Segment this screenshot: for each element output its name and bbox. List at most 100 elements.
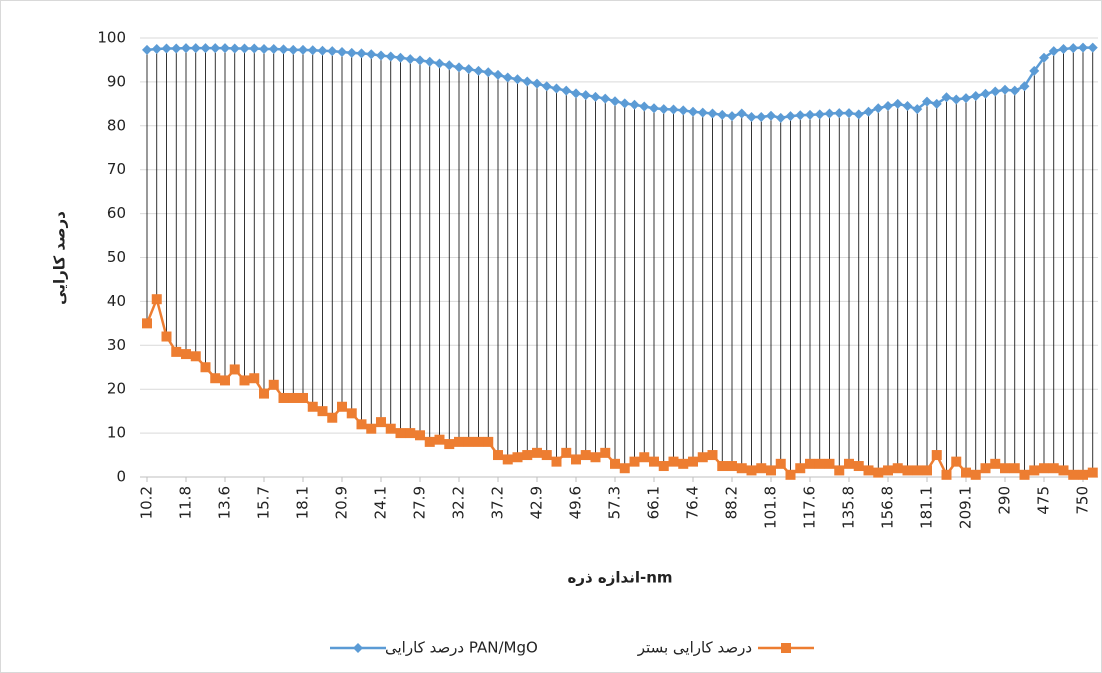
marker [931, 98, 942, 109]
marker [951, 94, 962, 105]
marker [1048, 463, 1059, 474]
marker [268, 43, 279, 54]
marker [795, 463, 806, 474]
marker [629, 456, 640, 467]
marker [658, 461, 669, 472]
marker [658, 104, 669, 115]
marker [317, 45, 328, 56]
marker [376, 417, 386, 428]
x-tick-label: 24.1 [372, 486, 390, 519]
y-tick-label: 0 [116, 468, 126, 486]
marker [298, 44, 308, 55]
marker [181, 349, 191, 360]
marker [951, 456, 962, 467]
marker [385, 51, 396, 62]
marker [824, 108, 835, 119]
marker [580, 90, 591, 101]
marker [931, 450, 942, 461]
y-tick-label: 40 [107, 292, 126, 310]
marker [346, 47, 357, 58]
legend-label: درصد کارایی بستر [637, 639, 752, 657]
marker [590, 452, 601, 463]
y-tick-label: 30 [107, 336, 126, 354]
x-tick-label: 181.1 [918, 486, 936, 529]
marker [853, 461, 864, 472]
y-tick-label: 50 [107, 248, 126, 266]
marker [1078, 469, 1088, 480]
x-tick-label: 57.3 [606, 486, 624, 519]
marker [532, 447, 542, 458]
x-tick-label: 66.1 [645, 486, 663, 519]
marker [1087, 42, 1098, 53]
marker [190, 43, 201, 54]
marker [980, 88, 991, 99]
marker [356, 48, 367, 59]
marker [785, 111, 796, 122]
marker [395, 428, 406, 439]
marker [200, 43, 211, 54]
marker [395, 52, 406, 63]
legend-marker [353, 643, 363, 653]
marker [512, 452, 523, 463]
marker [571, 454, 581, 465]
x-tick-label: 475 [1035, 486, 1053, 515]
marker [814, 109, 825, 120]
marker [483, 436, 494, 447]
marker [629, 99, 640, 110]
marker [902, 101, 913, 112]
marker [493, 450, 503, 461]
marker [366, 423, 377, 434]
marker [717, 109, 728, 120]
marker [688, 106, 698, 117]
marker [181, 43, 191, 54]
marker [161, 43, 172, 54]
x-tick-label: 156.8 [879, 486, 897, 529]
marker [473, 65, 484, 76]
y-axis-title: درصد کارایی [51, 211, 69, 305]
marker [424, 56, 435, 67]
y-tick-label: 100 [97, 29, 126, 47]
marker [385, 423, 396, 434]
marker [649, 103, 659, 114]
marker [171, 43, 182, 54]
marker [707, 108, 718, 119]
marker [376, 50, 386, 61]
marker [1068, 469, 1079, 480]
marker [561, 85, 572, 96]
marker [844, 108, 854, 119]
marker [161, 331, 172, 342]
marker [142, 44, 152, 55]
x-tick-label: 750 [1074, 486, 1092, 515]
marker [697, 452, 708, 463]
marker [746, 465, 757, 476]
marker [678, 458, 689, 469]
marker [405, 428, 416, 439]
marker [1058, 43, 1069, 54]
marker [990, 458, 1001, 469]
marker [600, 447, 611, 458]
marker [785, 469, 796, 480]
y-tick-label: 80 [107, 116, 126, 134]
marker [619, 98, 630, 109]
marker [502, 454, 513, 465]
legend-marker [781, 643, 791, 653]
marker [463, 64, 474, 75]
marker [571, 88, 581, 99]
marker [902, 465, 913, 476]
marker [259, 43, 269, 54]
marker [892, 98, 903, 109]
marker [775, 458, 786, 469]
marker [697, 107, 708, 118]
marker [454, 436, 464, 447]
marker [883, 465, 893, 476]
marker [1068, 43, 1079, 54]
marker [805, 458, 815, 469]
marker [814, 458, 825, 469]
x-tick-label: 135.8 [840, 486, 858, 529]
x-tick-label: 20.9 [333, 486, 351, 519]
marker [1087, 467, 1098, 478]
marker [873, 467, 884, 478]
marker [600, 93, 611, 104]
marker [454, 62, 464, 73]
